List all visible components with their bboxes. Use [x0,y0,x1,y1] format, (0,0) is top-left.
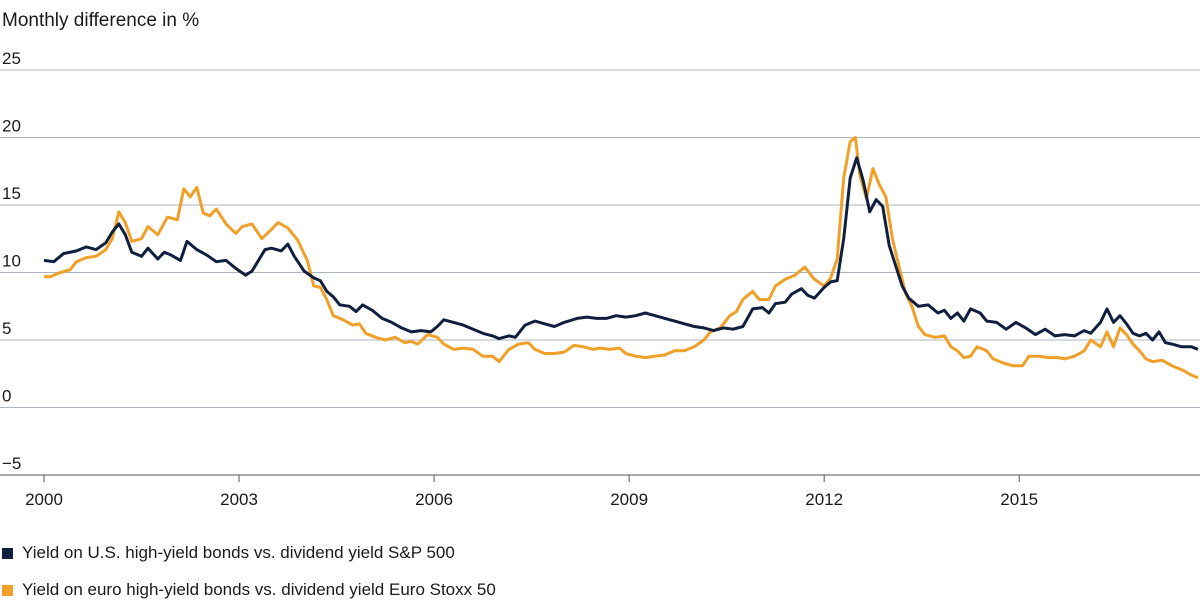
series-lines [43,136,1199,380]
legend-item-us: Yield on U.S. high-yield bonds vs. divid… [2,543,455,563]
y-tick-label: 25 [2,49,21,68]
x-tick-label: 2000 [25,490,63,509]
x-tick-label: 2003 [220,490,258,509]
legend-swatch-euro [2,584,13,596]
y-tick-label: 15 [2,184,21,203]
legend-swatch-us [2,547,13,559]
y-tick-label: 20 [2,117,21,136]
legend-item-euro: Yield on euro high-yield bonds vs. divid… [2,580,496,600]
y-tick-label: 0 [2,387,11,406]
y-tick-label: 10 [2,252,21,271]
x-tick-label: 2006 [415,490,453,509]
y-axis-label: Monthly difference in % [2,10,200,31]
grid-lines [0,69,1200,408]
series-line-us [43,156,1199,351]
legend-label-euro: Yield on euro high-yield bonds vs. divid… [22,580,496,599]
y-tick-labels: 25 20 15 10 5 0 −5 [2,49,21,473]
x-tick-label: 2009 [610,490,648,509]
y-tick-label: 5 [2,319,11,338]
x-tick-label: 2015 [1000,490,1038,509]
legend-label-us: Yield on U.S. high-yield bonds vs. divid… [22,543,455,562]
y-tick-label: −5 [2,454,21,473]
series-line-euro [44,136,1199,380]
x-tick-label: 2012 [805,490,843,509]
x-axis: 2000 2003 2006 2009 2012 2015 [0,474,1200,509]
